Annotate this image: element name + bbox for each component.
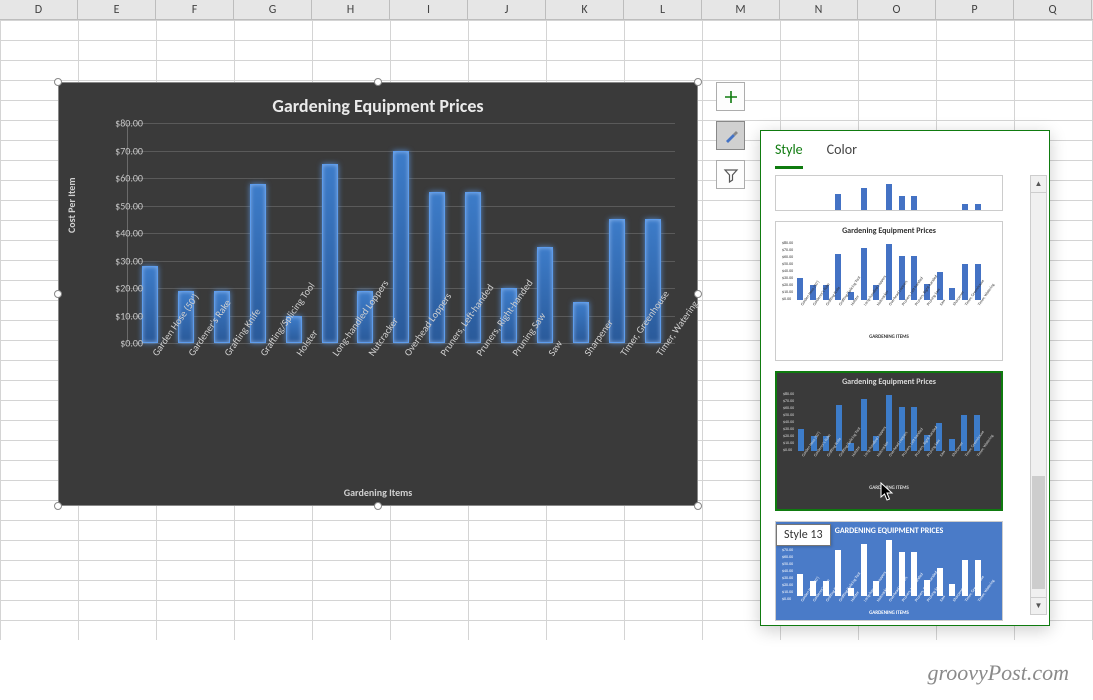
style-thumb-style-prev[interactable]: [775, 175, 1003, 211]
x-tick: Pruning Saw: [501, 345, 517, 465]
scroll-thumb[interactable]: [1032, 476, 1045, 589]
x-tick: Gardener's Rake: [177, 345, 193, 465]
column-headers: DEFGHIJKLMNOPQ: [0, 0, 1093, 20]
x-tick: Timer, Watering: [645, 345, 661, 465]
thumb-bars: [780, 184, 998, 211]
y-tick-label: $40.00: [101, 227, 143, 240]
chart-elements-button[interactable]: [716, 82, 745, 111]
gallery-body: $80.00$70.00$60.00$50.00$40.00$30.00$20.…: [761, 169, 1049, 625]
chart-filter-button[interactable]: [716, 160, 745, 189]
plus-icon: [723, 89, 739, 105]
chart-object-wrapper: Gardening Equipment Prices Cost Per Item…: [58, 82, 698, 506]
column-header-K[interactable]: K: [546, 0, 624, 19]
tab-style[interactable]: Style: [775, 141, 803, 169]
scroll-up-button[interactable]: ▲: [1031, 176, 1046, 193]
y-tick-label: $70.00: [101, 144, 143, 157]
y-tick-label: $10.00: [101, 309, 143, 322]
x-axis-label: Gardening Items: [59, 486, 697, 499]
y-tick-label: $50.00: [101, 199, 143, 212]
thumb-title: Gardening Equipment Prices: [842, 226, 936, 236]
scroll-down-button[interactable]: ▼: [1031, 597, 1046, 614]
y-tick-label: $0.00: [101, 337, 143, 350]
thumb-y-ticks: $80.00$70.00$60.00$50.00$40.00$30.00$20.…: [782, 540, 793, 603]
y-tick-label: $20.00: [101, 282, 143, 295]
column-header-Q[interactable]: Q: [1014, 0, 1092, 19]
bars: [128, 123, 675, 343]
column-header-J[interactable]: J: [468, 0, 546, 19]
thumb-title: GARDENING EQUIPMENT PRICES: [835, 526, 944, 536]
column-header-L[interactable]: L: [624, 0, 702, 19]
tab-color[interactable]: Color: [827, 141, 857, 169]
y-tick-label: $80.00: [101, 117, 143, 130]
x-tick: Overhead Loppers: [393, 345, 409, 465]
scroll-track[interactable]: [1031, 193, 1046, 597]
brush-icon: [723, 128, 739, 144]
x-tick: Grafting/Splicing Tool: [249, 345, 265, 465]
watermark: groovyPost.com: [927, 660, 1069, 686]
column-header-D[interactable]: D: [0, 0, 78, 19]
thumb-x-axis-label: GARDENING ITEMS: [869, 334, 909, 340]
funnel-icon: [723, 167, 739, 183]
thumb-x-ticks: Garden Hose (50')Gardener's RakeGrafting…: [780, 300, 998, 334]
x-tick: Pruners, Right-handed: [465, 345, 481, 465]
x-tick: Pruners, Left-handed: [429, 345, 445, 465]
resize-handle-w[interactable]: [54, 290, 62, 298]
x-tick: Holster: [285, 345, 301, 465]
resize-handle-s[interactable]: [374, 502, 382, 510]
thumb-x-ticks: Garden Hose (50')Gardener's RakeGrafting…: [780, 596, 998, 610]
bar-12[interactable]: [573, 302, 589, 343]
thumb-x-ticks: Garden Hose (50')Gardener's RakeGrafting…: [781, 451, 997, 485]
thumb-x-axis-label: GARDENING ITEMS: [869, 610, 909, 616]
x-tick: Nutcracker: [357, 345, 373, 465]
bar-0[interactable]: [142, 266, 158, 343]
x-tick: Saw: [537, 345, 553, 465]
thumb-title: Gardening Equipment Prices: [842, 377, 936, 387]
column-header-I[interactable]: I: [390, 0, 468, 19]
column-header-N[interactable]: N: [780, 0, 858, 19]
column-header-P[interactable]: P: [936, 0, 1014, 19]
resize-handle-ne[interactable]: [694, 78, 702, 86]
mouse-cursor-icon: [880, 482, 894, 502]
chart-side-buttons: [716, 82, 746, 199]
chart-style-gallery: Style Color $80.00$70.00$60.00$50.00$40.…: [760, 130, 1050, 626]
style-thumb-style-white[interactable]: $80.00$70.00$60.00$50.00$40.00$30.00$20.…: [775, 221, 1003, 361]
y-tick-label: $60.00: [101, 172, 143, 185]
chart-object[interactable]: Gardening Equipment Prices Cost Per Item…: [58, 82, 698, 506]
plot-area: [127, 123, 675, 343]
x-axis-ticks: Garden Hose (50') Gardener's Rake Grafting…: [127, 345, 675, 465]
bar-5[interactable]: [322, 164, 338, 343]
column-header-F[interactable]: F: [156, 0, 234, 19]
thumb-y-ticks: $80.00$70.00$60.00$50.00$40.00$30.00$20.…: [783, 391, 794, 454]
resize-handle-e[interactable]: [694, 290, 702, 298]
resize-handle-sw[interactable]: [54, 502, 62, 510]
column-header-E[interactable]: E: [78, 0, 156, 19]
x-tick: Garden Hose (50'): [141, 345, 157, 465]
chart-styles-button[interactable]: [716, 121, 745, 150]
gallery-scrollbar[interactable]: ▲ ▼: [1030, 175, 1047, 615]
x-tick: Sharpener: [573, 345, 589, 465]
resize-handle-se[interactable]: [694, 502, 702, 510]
style-tooltip: Style 13: [776, 524, 831, 546]
chart-title: Gardening Equipment Prices: [59, 95, 697, 117]
thumb-y-ticks: $80.00$70.00$60.00$50.00$40.00$30.00$20.…: [782, 240, 793, 303]
gallery-tabs: Style Color: [761, 131, 1049, 169]
x-tick: Timer, Greenhouse: [609, 345, 625, 465]
bar-7[interactable]: [393, 151, 409, 344]
column-header-H[interactable]: H: [312, 0, 390, 19]
y-axis-label: Cost Per Item: [65, 178, 78, 233]
column-header-G[interactable]: G: [234, 0, 312, 19]
resize-handle-n[interactable]: [374, 78, 382, 86]
x-tick: Long-handled Loppers: [321, 345, 337, 465]
resize-handle-nw[interactable]: [54, 78, 62, 86]
column-header-M[interactable]: M: [702, 0, 780, 19]
gallery-scroll: $80.00$70.00$60.00$50.00$40.00$30.00$20.…: [775, 175, 1039, 621]
column-header-O[interactable]: O: [858, 0, 936, 19]
y-tick-label: $30.00: [101, 254, 143, 267]
x-tick: Grafting Knife: [213, 345, 229, 465]
